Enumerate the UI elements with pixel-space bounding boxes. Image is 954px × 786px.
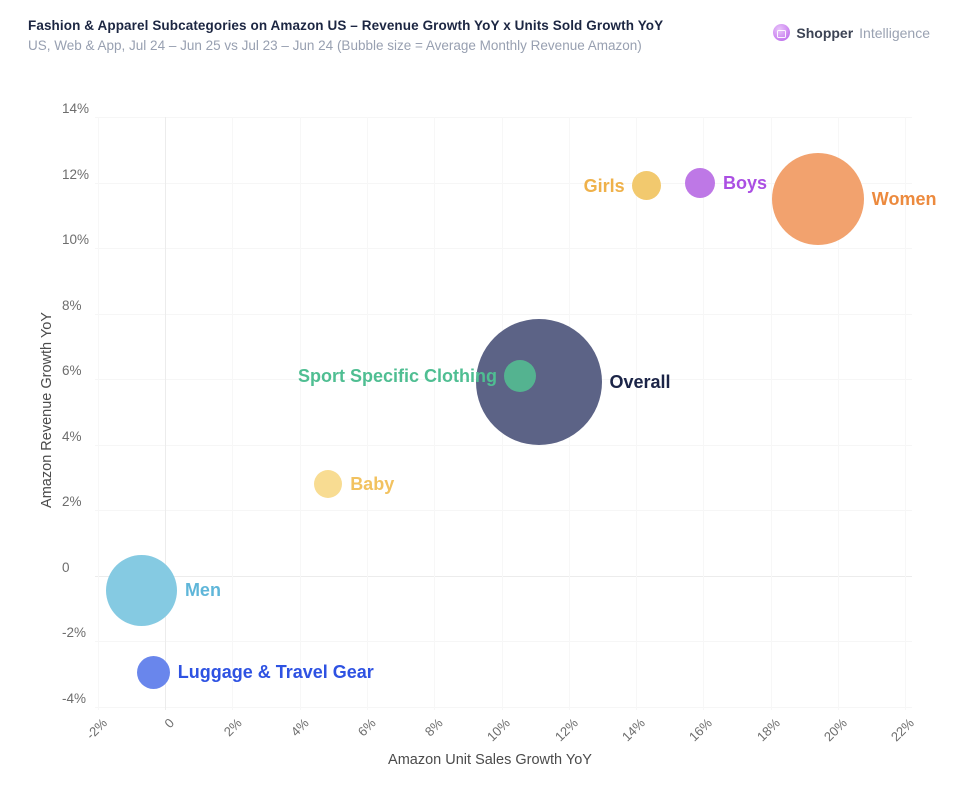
bubble-label-sport-specific-clothing: Sport Specific Clothing — [298, 365, 498, 386]
bubble-label-luggage-travel-gear: Luggage & Travel Gear — [177, 662, 374, 683]
x-tick-label-16: 16% — [686, 715, 716, 745]
bubble-women[interactable] — [771, 152, 864, 245]
brand: Shopper Intelligence — [773, 24, 930, 41]
gridline-x-16 — [703, 117, 705, 710]
chart-header-titles: Fashion & Apparel Subcategories on Amazo… — [28, 18, 663, 53]
bubble-label-overall: Overall — [609, 372, 671, 393]
gridline-x-22 — [905, 117, 907, 710]
brand-name-shopper: Shopper — [796, 24, 854, 41]
gridline-x-0 — [165, 117, 166, 710]
brand-name-intelligence: Intelligence — [859, 24, 930, 41]
gridline-x-8 — [434, 117, 436, 710]
bubble-overall[interactable] — [475, 319, 602, 446]
bubble-label-boys: Boys — [723, 172, 768, 193]
bubble-luggage-travel-gear[interactable] — [136, 655, 170, 689]
x-tick-label-2: 2% — [220, 715, 245, 740]
x-tick-label-0: 0 — [161, 715, 177, 732]
x-tick-label-12: 12% — [551, 715, 581, 745]
gridline-x--2 — [97, 117, 99, 710]
y-tick-label-8: 8% — [62, 297, 82, 313]
x-tick-label-8: 8% — [422, 715, 447, 740]
gridline-x-14 — [636, 117, 638, 710]
bubble-label-girls: Girls — [583, 175, 625, 196]
y-tick-label-6: 6% — [62, 363, 82, 378]
gridline-y--2 — [95, 641, 912, 642]
y-tick-label-4: 4% — [62, 428, 82, 444]
gridline-y-4 — [95, 444, 912, 446]
chart-subtitle: US, Web & App, Jul 24 – Jun 25 vs Jul 23… — [28, 38, 642, 53]
gridline-y-2 — [95, 510, 912, 511]
y-tick-label-14: 14% — [62, 101, 90, 116]
x-tick-label-22: 22% — [888, 715, 918, 745]
gridline-y-14 — [95, 117, 912, 118]
x-axis-title: Amazon Unit Sales Growth YoY — [388, 752, 592, 768]
gridline-y-8 — [95, 313, 912, 315]
bubble-men[interactable] — [105, 554, 177, 626]
bubble-label-baby: Baby — [350, 473, 395, 494]
x-tick-label-6: 6% — [354, 715, 379, 740]
y-tick-label-2: 2% — [62, 494, 82, 509]
gridline-x-18 — [770, 117, 772, 710]
gridline-x-4 — [299, 117, 301, 710]
bubble-baby[interactable] — [314, 469, 343, 498]
x-tick-label-4: 4% — [287, 715, 312, 740]
y-axis-title: Amazon Revenue Growth YoY — [39, 312, 55, 508]
x-tick-label--2: -2% — [82, 715, 110, 743]
shopper-logo-icon — [773, 24, 791, 41]
bubble-sport-specific-clothing[interactable] — [504, 359, 536, 392]
x-tick-label-14: 14% — [618, 715, 649, 745]
y-tick-label--4: -4% — [62, 690, 87, 706]
y-tick-label-10: 10% — [62, 232, 90, 247]
bubble-label-women: Women — [871, 188, 937, 209]
y-tick-label-12: 12% — [62, 166, 90, 182]
gridline-y--4 — [95, 706, 912, 708]
gridline-y-10 — [95, 248, 912, 249]
chart-title: Fashion & Apparel Subcategories on Amazo… — [28, 18, 664, 33]
bubble-label-men: Men — [184, 580, 221, 601]
bubble-boys[interactable] — [685, 167, 716, 198]
gridline-x-2 — [232, 117, 234, 710]
x-tick-label-10: 10% — [484, 715, 514, 745]
y-tick-label-0: 0 — [62, 559, 70, 575]
y-tick-label--2: -2% — [62, 625, 87, 640]
gridline-y-0 — [95, 575, 912, 577]
bubble-girls[interactable] — [631, 171, 661, 201]
x-tick-label-20: 20% — [820, 715, 850, 745]
gridline-x-6 — [366, 117, 368, 710]
gridline-x-20 — [838, 117, 839, 710]
x-tick-label-18: 18% — [753, 715, 783, 745]
gridline-y-12 — [95, 182, 912, 184]
